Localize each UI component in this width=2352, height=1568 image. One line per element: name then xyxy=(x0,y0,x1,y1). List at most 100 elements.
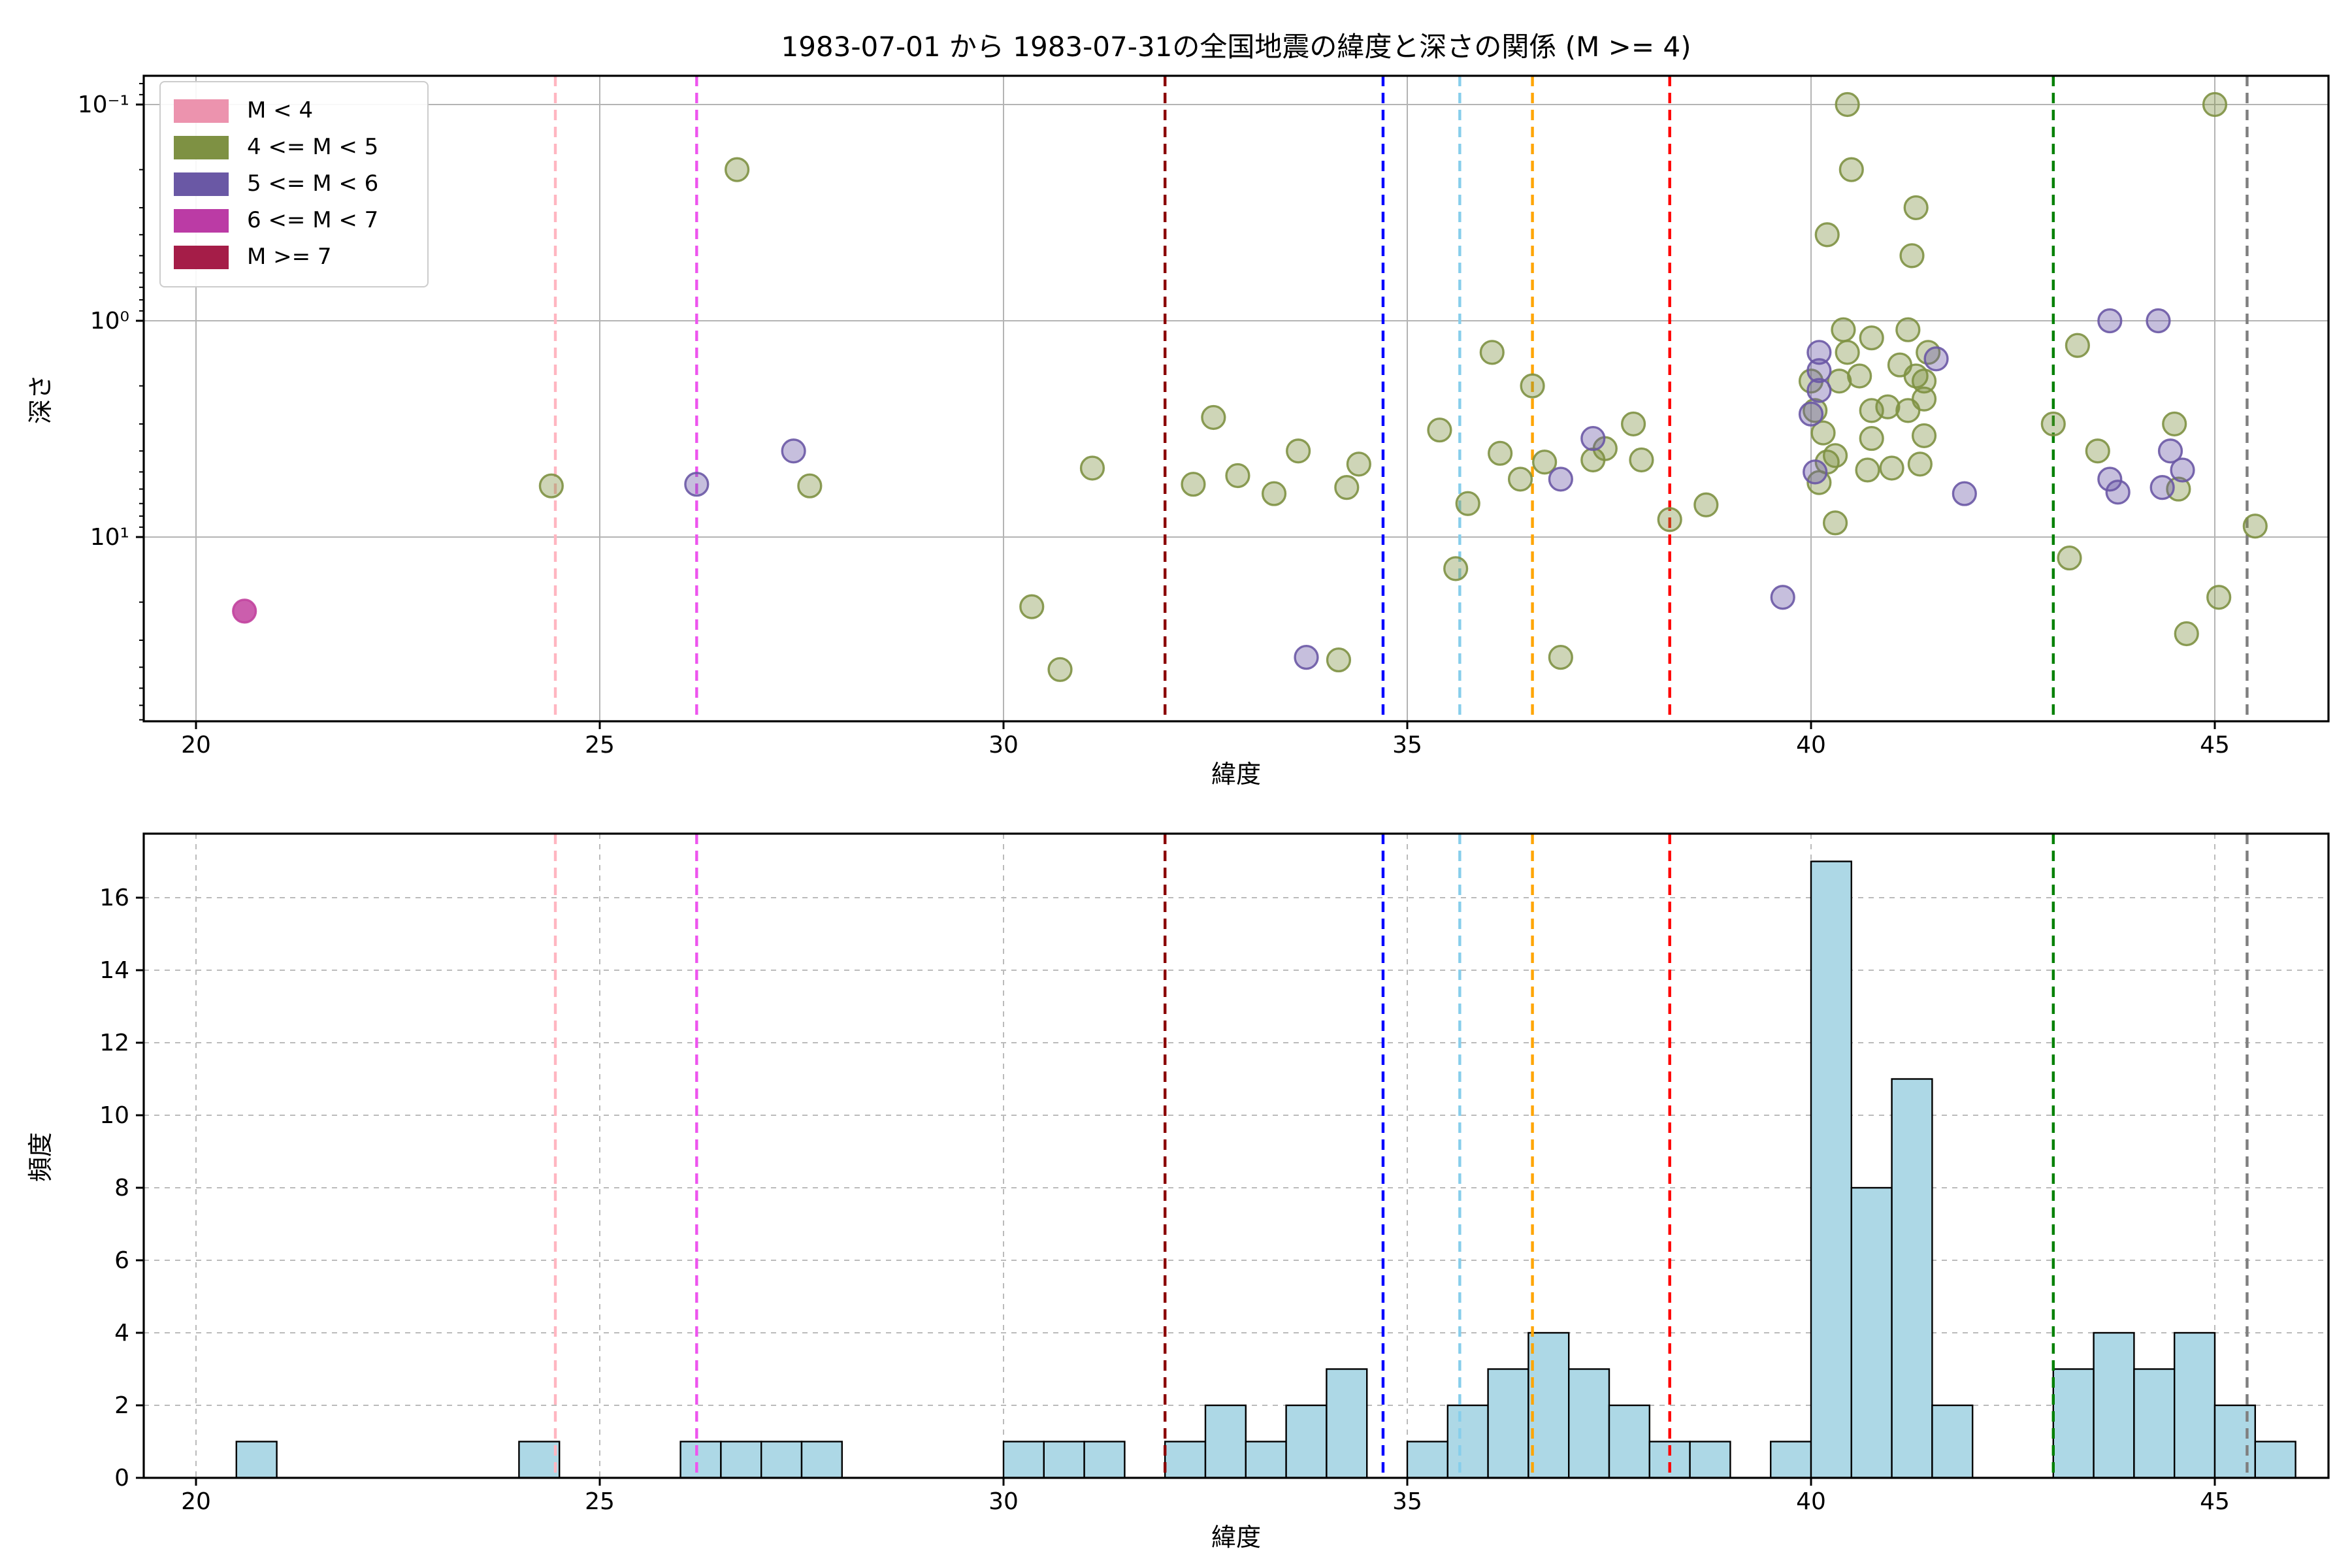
y-tick-label: 8 xyxy=(114,1175,129,1201)
scatter-point xyxy=(1822,510,1848,536)
x-tick-label: 40 xyxy=(1796,1488,1826,1515)
scatter-point xyxy=(1806,358,1832,384)
scatter-xaxis-label: 緯度 xyxy=(1211,760,1261,789)
histogram-bar xyxy=(1285,1404,1328,1479)
y-tick-label: 6 xyxy=(114,1247,129,1274)
scatter-point xyxy=(1427,417,1452,443)
scatter-point xyxy=(1019,594,1045,619)
histogram-frame xyxy=(142,832,2330,1479)
legend-label: 4 <= M < 5 xyxy=(247,134,379,160)
scatter-point xyxy=(1047,657,1073,682)
scatter-point xyxy=(684,472,710,497)
legend: M < 4 4 <= M < 5 5 <= M < 6 6 <= M < 7 M >= … xyxy=(159,81,429,287)
histogram-bar xyxy=(1446,1404,1489,1479)
scatter-point xyxy=(1952,481,1977,506)
histogram-bar xyxy=(1043,1441,1085,1479)
histogram-bar xyxy=(1689,1441,1731,1479)
scatter-point xyxy=(538,473,564,498)
legend-label: M < 4 xyxy=(247,97,314,123)
scatter-point xyxy=(2162,411,2187,437)
legend-swatch xyxy=(174,136,229,159)
scatter-point xyxy=(2157,438,2183,464)
histogram-bar xyxy=(1164,1441,1207,1479)
histogram-bar xyxy=(1891,1078,1933,1479)
scatter-point xyxy=(2146,308,2171,334)
histogram-bar xyxy=(1527,1331,1570,1479)
y-tick-label: 16 xyxy=(99,885,129,911)
scatter-point xyxy=(797,473,823,498)
scatter-point xyxy=(1548,645,1573,670)
legend-item: 6 <= M < 7 xyxy=(174,203,414,239)
scatter-point xyxy=(1548,466,1573,492)
scatter-point xyxy=(1855,457,1880,483)
scatter-point xyxy=(1911,368,1937,394)
scatter-point xyxy=(1294,645,1319,670)
scatter-point xyxy=(1488,440,1513,466)
scatter-point xyxy=(1875,394,1901,419)
scatter-point xyxy=(1838,157,1864,182)
scatter-yaxis-label: 深さ xyxy=(27,374,56,425)
scatter-point xyxy=(2040,411,2066,437)
y-tick-label: 4 xyxy=(114,1320,129,1347)
scatter-point xyxy=(1201,404,1226,431)
scatter-point xyxy=(1810,420,1836,446)
scatter-point xyxy=(2202,91,2228,118)
scatter-point xyxy=(1899,243,1925,269)
legend-item: M < 4 xyxy=(174,93,414,129)
histogram-yaxis-label: 頻度 xyxy=(27,1132,56,1183)
scatter-point xyxy=(1803,459,1828,485)
y-tick-label: 0 xyxy=(114,1465,129,1492)
scatter-point xyxy=(2174,621,2199,647)
scatter-point xyxy=(2085,438,2110,464)
scatter-point xyxy=(1580,425,1606,451)
scatter-point xyxy=(1532,449,1558,475)
scatter-point xyxy=(1620,411,1646,437)
scatter-point xyxy=(1911,423,1937,449)
histogram-bar xyxy=(1810,860,1852,1479)
scatter-point xyxy=(1835,91,1860,118)
legend-item: M >= 7 xyxy=(174,239,414,276)
scatter-point xyxy=(2149,475,2175,500)
legend-swatch xyxy=(174,172,229,196)
scatter-point xyxy=(2057,545,2082,571)
y-tick-label: 2 xyxy=(114,1392,129,1419)
scatter-point xyxy=(1798,401,1824,427)
scatter-point xyxy=(1693,492,1719,517)
histogram-bar xyxy=(1487,1368,1529,1479)
legend-label: 6 <= M < 7 xyxy=(247,207,379,233)
x-tick-label: 20 xyxy=(181,1488,211,1515)
histogram-bar xyxy=(518,1441,561,1479)
x-tick-label: 30 xyxy=(988,732,1019,759)
scatter-point xyxy=(1629,447,1654,473)
histogram-bar xyxy=(679,1441,722,1479)
histogram-bar xyxy=(1406,1441,1448,1479)
scatter-point xyxy=(1261,481,1287,506)
scatter-point xyxy=(1443,556,1469,581)
x-tick-label: 35 xyxy=(1392,1488,1422,1515)
y-tick-label: 14 xyxy=(99,957,129,984)
histogram-bar xyxy=(2254,1441,2296,1479)
scatter-point xyxy=(1907,451,1933,477)
legend-item: 4 <= M < 5 xyxy=(174,129,414,166)
histogram-bar xyxy=(1326,1368,1368,1479)
scatter-point xyxy=(1806,378,1832,403)
y-tick-label: 12 xyxy=(99,1030,129,1056)
histogram-bar xyxy=(1850,1186,1893,1479)
scatter-point xyxy=(1814,222,1840,248)
scatter-point xyxy=(1520,373,1545,399)
legend-label: 5 <= M < 6 xyxy=(247,171,379,197)
scatter-point xyxy=(1079,455,1105,481)
histogram-bar xyxy=(760,1441,803,1479)
scatter-point xyxy=(1657,507,1682,532)
x-tick-label: 45 xyxy=(2200,732,2230,759)
scatter-point xyxy=(1803,398,1828,423)
histogram-bar xyxy=(2093,1331,2135,1479)
scatter-point xyxy=(2242,514,2268,539)
x-tick-label: 35 xyxy=(1392,732,1422,759)
histogram-bar xyxy=(1204,1404,1247,1479)
histogram-bar xyxy=(2052,1368,2095,1479)
scatter-point xyxy=(1479,340,1505,365)
scatter-point xyxy=(1346,451,1371,477)
histogram-bar xyxy=(2133,1368,2176,1479)
